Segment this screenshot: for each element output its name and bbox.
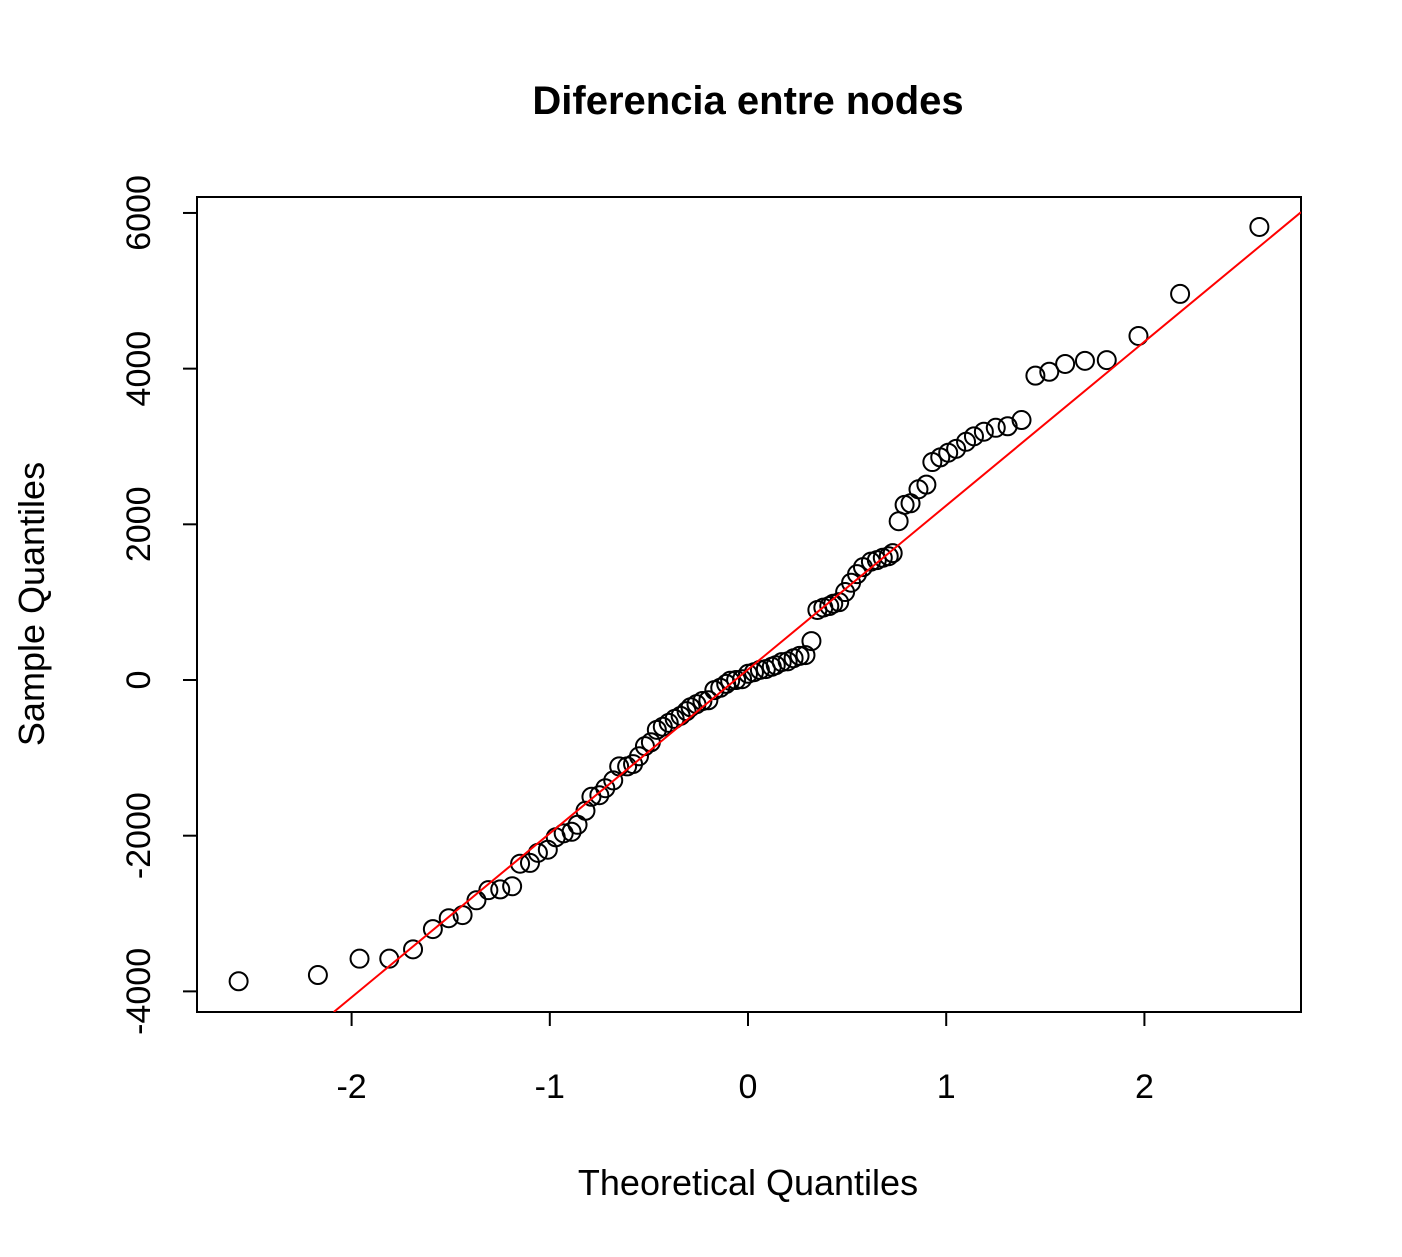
point: [519, 852, 540, 873]
plot-frame: [196, 196, 1302, 1013]
point: [692, 691, 713, 712]
point: [888, 511, 909, 532]
point: [819, 596, 840, 617]
point: [973, 421, 994, 442]
point: [1039, 361, 1060, 382]
point: [1096, 350, 1117, 371]
point: [634, 736, 655, 757]
point: [589, 785, 610, 806]
point: [1170, 283, 1191, 304]
x-tick-label: 0: [739, 1068, 758, 1106]
y-tick-label: 6000: [120, 175, 158, 251]
y-tick-label: 0: [120, 671, 158, 690]
point: [537, 839, 558, 860]
point: [510, 853, 531, 874]
point: [228, 971, 249, 992]
reference-line: [333, 211, 1301, 1012]
point: [403, 939, 424, 960]
point: [916, 474, 937, 495]
point: [628, 746, 649, 767]
point: [1074, 350, 1095, 371]
point: [438, 908, 459, 929]
x-tick-label: -1: [535, 1068, 565, 1106]
y-tick-label: 2000: [120, 487, 158, 563]
point: [946, 438, 967, 459]
plot-area: [228, 211, 1301, 1012]
point: [878, 546, 899, 567]
point: [698, 690, 719, 711]
point: [1128, 325, 1149, 346]
point: [1011, 410, 1032, 431]
y-tick-label: 4000: [120, 331, 158, 407]
x-tick-label: -2: [336, 1068, 366, 1106]
point: [985, 417, 1006, 438]
point: [795, 645, 816, 666]
point: [882, 543, 903, 564]
point: [720, 670, 741, 691]
point: [478, 880, 499, 901]
point: [997, 416, 1018, 437]
point: [1055, 353, 1076, 374]
point: [963, 426, 984, 447]
point: [490, 879, 511, 900]
chart-title: Diferencia entre nodes: [532, 79, 963, 123]
x-axis-label: Theoretical Quantiles: [578, 1162, 918, 1203]
point: [658, 712, 679, 733]
point: [603, 770, 624, 791]
point: [1249, 216, 1270, 237]
x-tick-label: 1: [937, 1068, 956, 1106]
point: [422, 919, 443, 940]
point: [847, 564, 868, 585]
point: [349, 948, 370, 969]
point: [1025, 365, 1046, 386]
point: [789, 645, 810, 666]
point: [732, 669, 753, 690]
point: [726, 670, 747, 691]
point: [307, 965, 328, 986]
x-tick-label: 2: [1135, 1068, 1154, 1106]
y-axis-label: Sample Quantiles: [11, 462, 52, 746]
point: [561, 821, 582, 842]
point: [801, 631, 822, 652]
y-tick-label: -4000: [120, 948, 158, 1035]
point: [771, 652, 792, 673]
point: [710, 677, 731, 698]
y-tick-label: -2000: [120, 792, 158, 879]
point: [502, 876, 523, 897]
